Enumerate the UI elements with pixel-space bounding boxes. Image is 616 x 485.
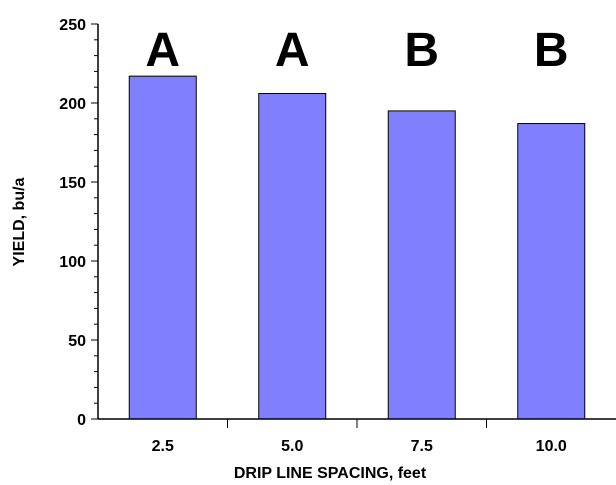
bar-annotation: B — [404, 24, 439, 77]
x-tick-label: 10.0 — [536, 438, 567, 455]
x-tick-label: 5.0 — [281, 438, 303, 455]
y-tick-label: 0 — [77, 412, 86, 429]
bar-5.0 — [258, 93, 327, 420]
bar-annotation: B — [534, 24, 569, 77]
y-tick-label: 200 — [59, 96, 86, 113]
x-axis-title: DRIP LINE SPACING, feet — [234, 465, 427, 482]
bar-7.5 — [387, 110, 456, 420]
y-tick-label: 150 — [59, 175, 86, 192]
bar-10.0 — [517, 123, 586, 420]
y-axis-title: YIELD, bu/a — [11, 177, 28, 266]
x-axis-ticks: 2.5 5.0 7.5 10.0 — [152, 419, 567, 455]
y-tick-label: 50 — [68, 333, 86, 350]
bar-annotation: A — [275, 24, 310, 77]
y-axis-ticks: 0 50 100 150 200 250 — [59, 17, 98, 429]
y-tick-label: 100 — [59, 254, 86, 271]
x-tick-label: 2.5 — [152, 438, 174, 455]
bar-2.5 — [128, 75, 197, 420]
y-tick-label: 250 — [59, 17, 86, 34]
x-tick-label: 7.5 — [411, 438, 433, 455]
bar-annotation: A — [145, 24, 180, 77]
bars — [128, 75, 586, 420]
